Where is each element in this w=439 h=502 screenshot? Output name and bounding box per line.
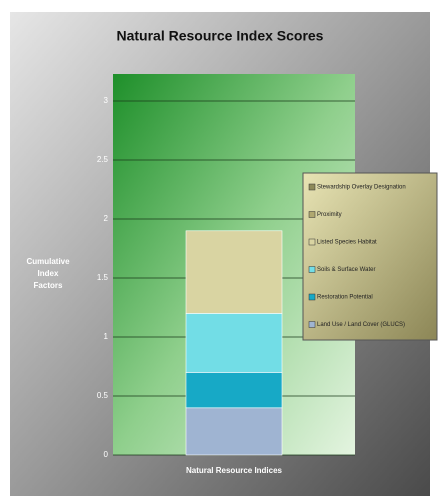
bar-segment — [185, 230, 283, 314]
x-tick-label: Natural Resource Indices — [186, 466, 283, 475]
legend-label: Soils & Surface Water — [317, 267, 375, 273]
legend-label: Proximity — [317, 212, 342, 218]
legend-swatch — [308, 183, 316, 191]
bar-segment — [185, 407, 283, 456]
y-tick-label: 2 — [104, 214, 109, 223]
legend-label: Restoration Potential — [317, 295, 373, 301]
legend-box — [302, 172, 438, 341]
legend-swatch — [308, 238, 316, 246]
legend-swatch — [308, 266, 316, 273]
y-axis-label: Cumulative Index Factors — [26, 257, 70, 290]
legend-swatch — [308, 321, 316, 328]
bar-segment — [185, 372, 283, 409]
legend-swatch — [308, 293, 316, 301]
y-tick-label: 0.5 — [97, 391, 109, 400]
legend-swatch — [308, 211, 316, 218]
y-tick-label: 3 — [104, 96, 109, 105]
y-tick-label: 0 — [104, 450, 109, 459]
y-tick-label: 2.5 — [97, 155, 109, 164]
legend-label: Listed Species Habitat — [317, 240, 377, 246]
legend-label: Stewardship Overlay Designation — [317, 185, 406, 191]
y-tick-label: 1 — [104, 332, 109, 341]
legend-label: Land Use / Land Cover (GLUCS) — [317, 322, 405, 328]
y-tick-label: 1.5 — [97, 273, 109, 282]
chart-title: Natural Resource Index Scores — [117, 28, 324, 44]
bar-segment — [185, 313, 283, 373]
